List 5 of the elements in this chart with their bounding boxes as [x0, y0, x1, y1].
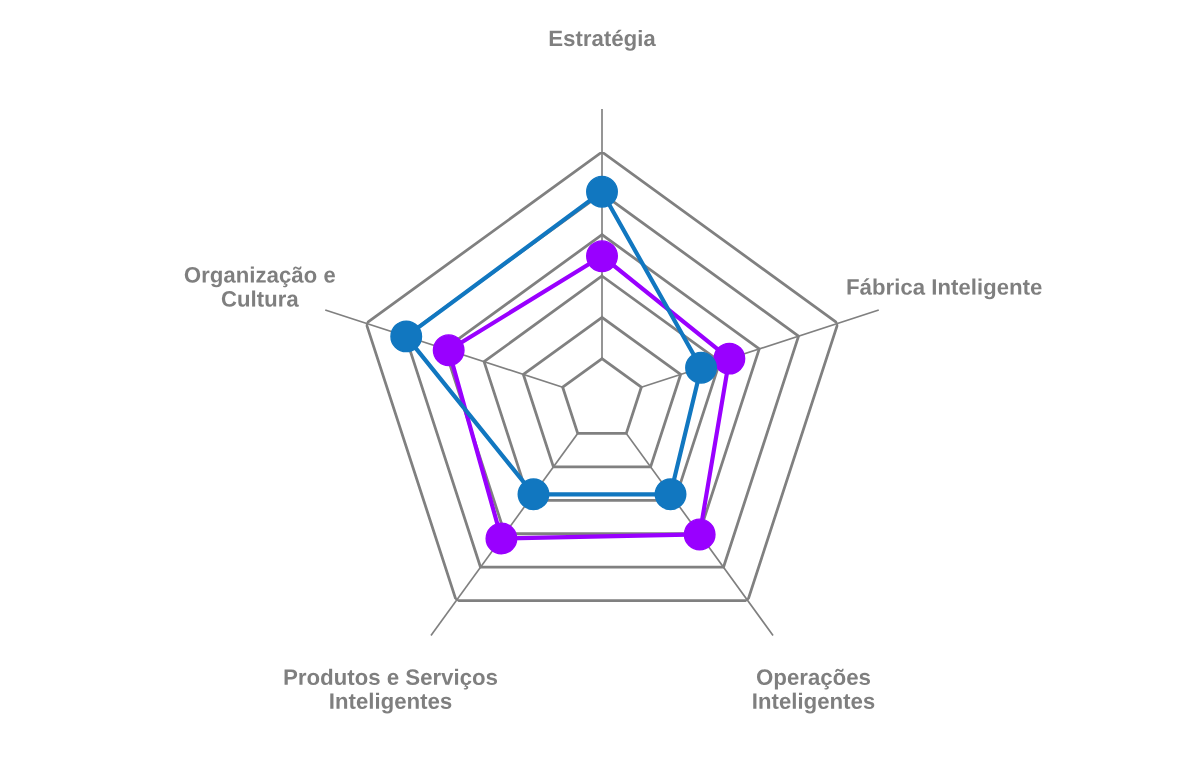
spoke-label: Operações Inteligentes [753, 668, 875, 714]
spoke-label: Produtos e Serviços Inteligentes [284, 668, 498, 714]
spoke-label: Fábrica Inteligente [847, 278, 1042, 300]
spoke-label: Estratégia [549, 29, 656, 51]
spoke-label: Organização e Cultura [184, 266, 336, 307]
